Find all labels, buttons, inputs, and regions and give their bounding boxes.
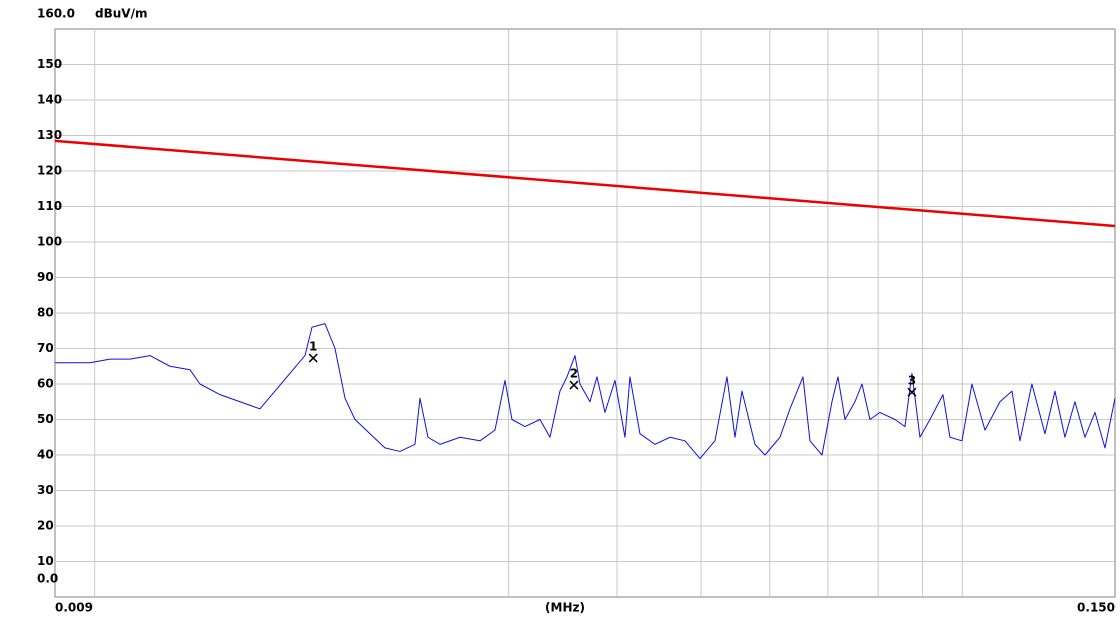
y-tick-label: 110 [37, 199, 62, 213]
y-tick-label: 100 [37, 235, 62, 249]
x-axis-label: (MHz) [545, 601, 585, 615]
x-tick-label: 0.150 [1077, 601, 1115, 615]
limit-line [54, 139, 1116, 228]
y-tick-label: 50 [37, 412, 54, 426]
trace-line [55, 323, 1116, 460]
y-tick-label: 80 [37, 306, 54, 320]
y-tick-label: 160.0 [37, 7, 75, 21]
y-tick-label: 70 [37, 341, 54, 355]
marker-label: 3 [908, 374, 916, 388]
marker-label: 2 [570, 367, 578, 381]
y-tick-label: 40 [37, 448, 54, 462]
y-unit: dBuV/m [95, 7, 147, 21]
marker [308, 353, 318, 363]
y-tick-label: 130 [37, 128, 62, 142]
y-tick-label: 0.0 [37, 572, 58, 586]
y-tick-label: 30 [37, 483, 54, 497]
x-tick-label: 0.009 [55, 601, 93, 615]
y-tick-label: 60 [37, 377, 54, 391]
marker [907, 387, 917, 397]
y-tick-label: 20 [37, 519, 54, 533]
y-tick-label: 150 [37, 57, 62, 71]
y-tick-label: 10 [37, 554, 54, 568]
marker-label: 1 [309, 340, 317, 354]
y-tick-label: 120 [37, 164, 62, 178]
marker [569, 380, 579, 390]
y-tick-label: 90 [37, 270, 54, 284]
y-tick-label: 140 [37, 93, 62, 107]
